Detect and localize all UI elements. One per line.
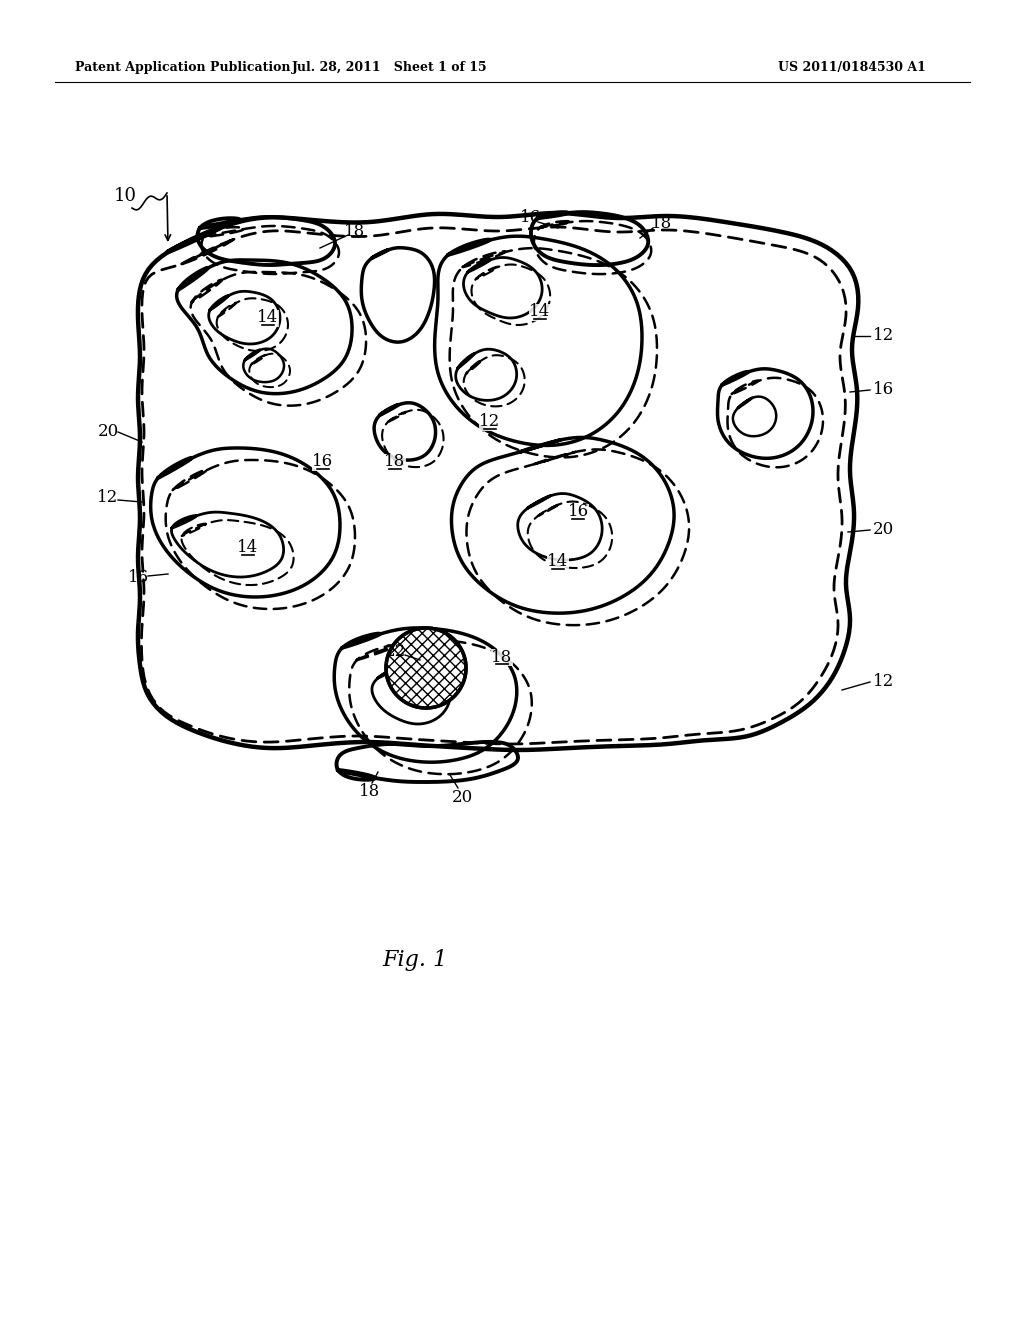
Text: 20: 20	[873, 521, 894, 539]
Text: 16: 16	[873, 381, 894, 399]
Text: 14: 14	[548, 553, 568, 570]
Text: Fig. 1: Fig. 1	[382, 949, 447, 972]
Text: 10: 10	[114, 187, 136, 205]
Text: Jul. 28, 2011   Sheet 1 of 15: Jul. 28, 2011 Sheet 1 of 15	[292, 62, 487, 74]
Text: 18: 18	[384, 454, 406, 470]
Text: 18: 18	[344, 223, 366, 240]
Text: Patent Application Publication: Patent Application Publication	[75, 62, 291, 74]
Circle shape	[386, 628, 466, 708]
Text: 12: 12	[873, 327, 894, 345]
Text: 12: 12	[873, 673, 894, 690]
Text: 14: 14	[238, 540, 259, 557]
Text: 18: 18	[492, 648, 513, 665]
Text: 18: 18	[651, 215, 673, 232]
Text: 14: 14	[529, 304, 551, 321]
Text: 18: 18	[359, 784, 381, 800]
Text: 12: 12	[97, 490, 119, 507]
Text: 14: 14	[257, 309, 279, 326]
Text: 20: 20	[452, 788, 473, 805]
Text: US 2011/0184530 A1: US 2011/0184530 A1	[778, 62, 926, 74]
Text: 16: 16	[312, 454, 334, 470]
Text: 22: 22	[384, 644, 406, 660]
Text: 16: 16	[567, 503, 589, 520]
Text: 20: 20	[97, 424, 119, 441]
Text: 16: 16	[127, 569, 148, 586]
Text: 12: 12	[479, 413, 501, 430]
Text: 16: 16	[519, 210, 541, 227]
